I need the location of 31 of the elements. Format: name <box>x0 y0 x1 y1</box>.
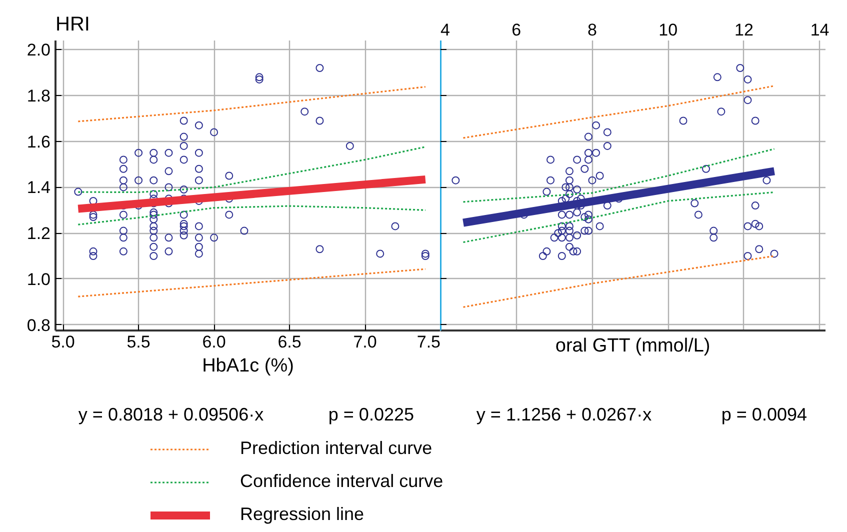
x-tick-label: 6 <box>512 20 522 40</box>
x-tick-label: 12 <box>734 20 754 40</box>
text: p = 0.0094 <box>721 404 808 424</box>
x-tick-label: 7.5 <box>416 332 441 352</box>
y-tick-label: 1.8 <box>26 86 51 106</box>
x-tick-label: 6.5 <box>278 332 302 352</box>
legend-label: Regression line <box>240 504 364 525</box>
text: y = 0.8018 + 0.09506·x <box>78 404 264 424</box>
y-tick-label: 1.2 <box>26 224 51 244</box>
x-tick-label: 8 <box>587 20 597 40</box>
legend-label: Prediction interval curve <box>240 438 432 459</box>
x-tick-label: 5.0 <box>51 332 75 352</box>
y-tick-label: 0.8 <box>26 316 51 335</box>
x-tick-label: 7.0 <box>353 332 377 352</box>
text: y = 1.1256 + 0.0267·x <box>476 404 652 424</box>
x-axis-title: oral GTT (mmol/L) <box>555 336 710 356</box>
x-tick-label: 5.5 <box>126 332 150 352</box>
y-tick-label: 1.4 <box>26 178 51 198</box>
y-axis-title: HRI <box>56 14 90 36</box>
legend-label: Confidence interval curve <box>240 471 444 492</box>
x-tick-label: 14 <box>810 20 830 40</box>
line-series <box>77 205 426 226</box>
line-series <box>77 146 426 194</box>
x-tick-label: 10 <box>658 20 678 40</box>
y-tick-label: 1.6 <box>26 132 51 152</box>
x-tick-label: 4 <box>440 20 450 40</box>
y-tick-label: 1.0 <box>26 270 51 289</box>
x-tick-label: 6.0 <box>202 332 226 352</box>
y-tick-label: 2.0 <box>26 40 51 60</box>
text: p = 0.0225 <box>328 404 414 424</box>
x-axis-title: HbA1c (%) <box>202 356 294 376</box>
